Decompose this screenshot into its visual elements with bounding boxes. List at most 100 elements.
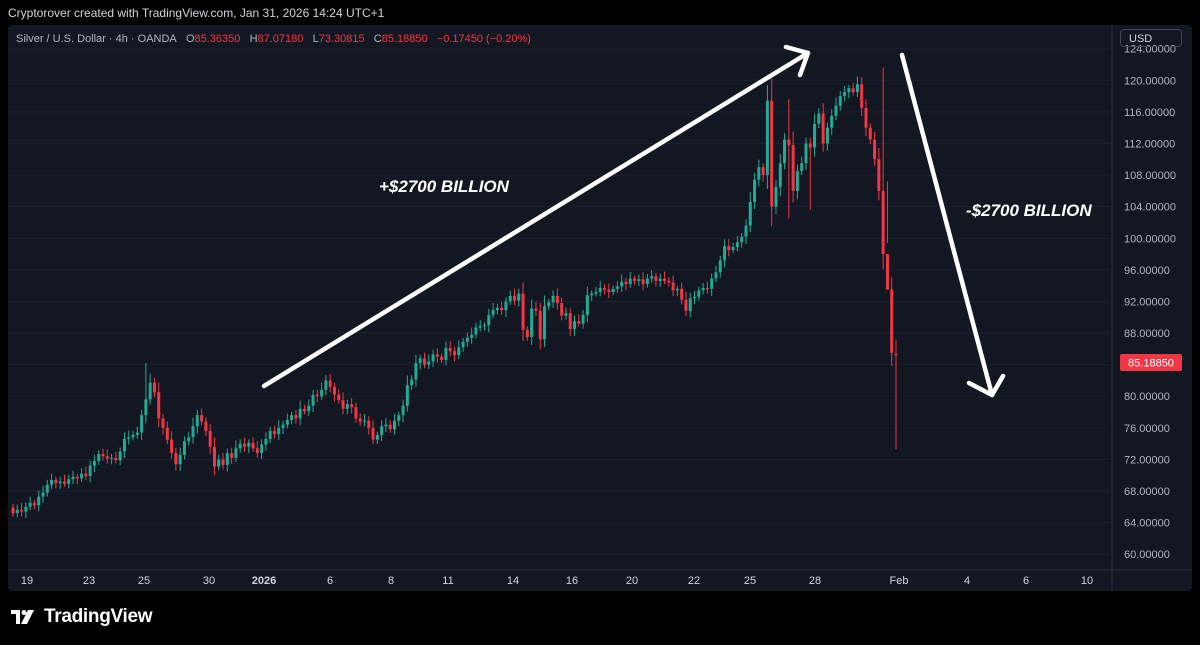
candle-body <box>658 278 662 281</box>
tradingview-logo[interactable]: TradingView <box>10 606 153 628</box>
candle-body <box>272 430 276 435</box>
candle-body <box>161 418 165 428</box>
candle-body <box>255 448 259 454</box>
price-axis: 124.00000120.00000116.00000112.00000108.… <box>1124 44 1176 562</box>
candle-body <box>851 88 855 93</box>
candle-body <box>830 115 834 128</box>
candle-body <box>84 473 88 477</box>
candle-body <box>615 286 619 289</box>
candle-body <box>813 123 817 148</box>
candle-body <box>444 348 448 360</box>
candle-body <box>277 427 281 435</box>
candle-body <box>414 363 418 380</box>
price-grid <box>8 48 1112 555</box>
candle-body <box>641 279 645 285</box>
high-label: H <box>249 33 258 45</box>
price-tick-label: 80.00000 <box>1124 391 1170 403</box>
candle-body <box>67 479 71 484</box>
candle-body <box>817 113 821 124</box>
price-tick-label: 116.00000 <box>1124 107 1175 119</box>
candle-body <box>500 307 504 311</box>
candle-body <box>187 437 191 442</box>
candle-body <box>877 159 881 191</box>
candle-body <box>783 139 787 164</box>
price-tick-label: 108.00000 <box>1124 170 1176 182</box>
down-arrowhead-icon <box>966 373 1006 398</box>
candle-body <box>603 288 607 290</box>
candle-body <box>350 404 354 408</box>
candle-body <box>723 246 727 261</box>
price-tick-label: 96.00000 <box>1124 265 1170 277</box>
candle-body <box>735 242 739 247</box>
candle-body <box>808 143 812 148</box>
candle-body <box>590 293 594 296</box>
candle-body <box>28 502 32 507</box>
candle-body <box>483 325 487 327</box>
candle-body <box>654 276 658 281</box>
candle-body <box>693 296 697 299</box>
currency-button[interactable]: USD <box>1120 29 1182 47</box>
time-tick-label: 11 <box>442 575 453 587</box>
candle-body <box>367 420 371 428</box>
candle-body <box>152 382 156 393</box>
candle-body <box>637 279 641 281</box>
candle-body <box>131 434 135 438</box>
candle-body <box>744 225 748 237</box>
candle-body <box>324 380 328 390</box>
candle-body <box>92 461 96 466</box>
candle-body <box>140 415 144 433</box>
candle-body <box>478 325 482 328</box>
candle-body <box>804 143 808 164</box>
time-tick-label: 23 <box>83 575 95 587</box>
time-tick-label: 16 <box>566 575 578 587</box>
candle-body <box>135 432 139 435</box>
candle-body <box>427 361 431 365</box>
candle-body <box>54 479 58 484</box>
candle-body <box>204 421 208 431</box>
candle-body <box>560 303 564 316</box>
candle-body <box>230 453 234 458</box>
price-tick-label: 120.00000 <box>1124 75 1176 87</box>
candle-body <box>521 293 525 330</box>
candle-body <box>885 254 889 290</box>
candle-body <box>568 313 572 330</box>
candle-body <box>564 313 568 316</box>
candle-body <box>778 163 782 187</box>
time-tick-label: Feb <box>890 575 909 587</box>
candle-body <box>337 394 341 401</box>
candle-body <box>868 127 872 140</box>
candle-body <box>281 424 285 428</box>
candle-body <box>315 394 319 397</box>
candle-body <box>101 453 105 457</box>
candle-body <box>697 290 701 297</box>
candle-body <box>362 420 366 422</box>
candle-body <box>645 278 649 285</box>
close-value: 85.18850 <box>381 33 428 45</box>
candle-body <box>212 446 216 467</box>
candle-body <box>217 459 221 467</box>
chart-credit: Cryptorover created with TradingView.com… <box>8 6 385 20</box>
time-tick-label: 8 <box>388 575 394 587</box>
candle-body <box>448 348 452 352</box>
candle-body <box>294 415 298 419</box>
low-value: 73.30815 <box>318 33 365 45</box>
candle-body <box>375 434 379 440</box>
candle-body <box>392 420 396 430</box>
time-tick-label: 25 <box>744 575 756 587</box>
candle-body <box>37 496 41 506</box>
candle-body <box>332 386 336 395</box>
candle-body <box>800 163 804 172</box>
candle-body <box>234 448 238 458</box>
up-arrowhead-icon <box>783 44 811 78</box>
candle-body <box>405 385 409 406</box>
candle-body <box>20 509 24 512</box>
candle-body <box>345 404 349 409</box>
candle-body <box>873 139 877 160</box>
chart-panel[interactable] <box>8 25 1192 591</box>
candle-body <box>860 84 864 108</box>
time-axis: 19 23 25 30 2026 6 8 11 14 16 20 22 25 28 Feb 4 6 10 <box>21 575 1093 587</box>
candle-body <box>268 430 272 439</box>
candle-body <box>534 308 538 311</box>
candle-body <box>144 399 148 416</box>
